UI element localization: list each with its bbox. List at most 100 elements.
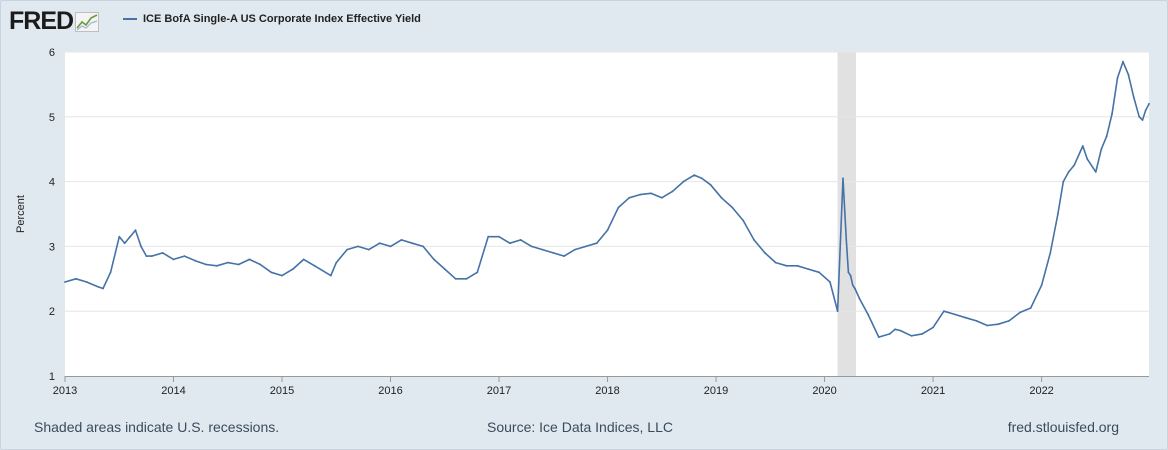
data-point — [216, 264, 218, 267]
data-point — [888, 333, 891, 335]
x-tick-label: 2015 — [270, 385, 294, 397]
data-point — [997, 323, 1000, 326]
plot-area — [65, 52, 1149, 376]
data-point — [183, 255, 186, 257]
data-point — [389, 245, 392, 248]
data-point — [134, 229, 137, 232]
data-point — [899, 329, 902, 332]
data-point — [259, 263, 262, 266]
data-point — [785, 264, 788, 267]
data-point — [720, 196, 723, 199]
source-note: Source: Ice Data Indices, LLC — [487, 419, 673, 435]
data-point — [454, 277, 457, 280]
y-tick-label: 4 — [49, 177, 55, 189]
data-point — [628, 196, 631, 199]
data-point — [281, 274, 283, 277]
data-point — [563, 255, 565, 257]
data-point — [519, 239, 522, 241]
data-point — [75, 277, 77, 280]
data-point — [1086, 158, 1089, 160]
data-point — [1049, 252, 1052, 254]
data-point — [894, 328, 896, 331]
data-point — [660, 196, 663, 199]
logo-text: FRED — [9, 6, 74, 35]
data-point — [237, 263, 240, 266]
data-point — [818, 271, 820, 274]
data-point — [1127, 73, 1130, 76]
legend-label: ICE BofA Single-A US Corporate Index Eff… — [143, 13, 421, 25]
data-point — [109, 271, 112, 274]
chart-trend-icon — [75, 12, 100, 32]
data-point — [123, 242, 126, 245]
data-point — [172, 258, 175, 261]
data-point — [742, 219, 745, 222]
data-point — [574, 248, 576, 251]
data-point — [530, 245, 533, 248]
data-point — [836, 310, 839, 313]
data-point — [842, 177, 844, 180]
y-tick-label: 1 — [49, 371, 55, 383]
data-point — [476, 271, 479, 274]
data-point — [1100, 148, 1103, 151]
y-axis-label: Percent — [15, 195, 27, 233]
data-point — [465, 277, 468, 280]
data-point — [1111, 112, 1113, 115]
data-point — [774, 261, 777, 264]
data-point — [411, 242, 414, 245]
fred-logo[interactable]: FRED — [9, 6, 100, 35]
y-tick-label: 6 — [49, 47, 55, 59]
data-point — [1132, 96, 1135, 99]
data-point — [194, 259, 197, 262]
data-point — [796, 264, 799, 267]
data-point — [1008, 320, 1010, 322]
site-link[interactable]: fred.stlouisfed.org — [1007, 419, 1119, 435]
data-point — [140, 245, 142, 248]
data-point — [150, 255, 153, 257]
data-point — [145, 255, 148, 257]
y-tick-label: 3 — [49, 241, 55, 253]
data-point — [509, 242, 511, 245]
data-point — [329, 274, 332, 277]
data-point — [851, 284, 854, 287]
x-tick-label: 2022 — [1029, 385, 1053, 397]
data-point — [1144, 109, 1147, 112]
data-point — [849, 274, 852, 277]
data-point — [639, 193, 641, 196]
data-point — [1138, 115, 1141, 118]
data-point — [845, 239, 848, 241]
data-point — [953, 313, 956, 316]
data-point — [867, 313, 869, 316]
data-point — [964, 316, 967, 319]
x-tick-label: 2014 — [161, 385, 185, 397]
data-point — [118, 235, 121, 238]
y-tick-label: 5 — [49, 112, 55, 124]
y-tick-label: 2 — [49, 306, 55, 318]
data-point — [1094, 171, 1097, 173]
data-point — [753, 239, 755, 241]
recessions-note: Shaded areas indicate U.S. recessions. — [34, 419, 280, 435]
data-point — [367, 248, 370, 251]
data-point — [433, 258, 435, 261]
data-point — [731, 206, 734, 209]
data-point — [1062, 180, 1065, 183]
data-point — [85, 281, 88, 283]
x-tick-label: 2021 — [921, 385, 945, 397]
data-point — [552, 252, 555, 254]
data-point — [709, 183, 712, 186]
data-point — [443, 268, 446, 270]
data-point — [1067, 171, 1070, 173]
data-point — [650, 192, 652, 195]
data-point — [400, 239, 403, 241]
data-point — [701, 177, 703, 180]
data-point — [1057, 213, 1059, 215]
data-point — [335, 261, 338, 264]
data-point — [313, 264, 316, 267]
x-tick-label: 2019 — [704, 385, 728, 397]
data-point — [205, 263, 208, 266]
x-tick-label: 2017 — [487, 385, 511, 397]
data-point — [943, 310, 945, 313]
recession-band — [837, 52, 857, 376]
x-tick-label: 2020 — [812, 385, 836, 397]
data-point — [854, 287, 856, 290]
